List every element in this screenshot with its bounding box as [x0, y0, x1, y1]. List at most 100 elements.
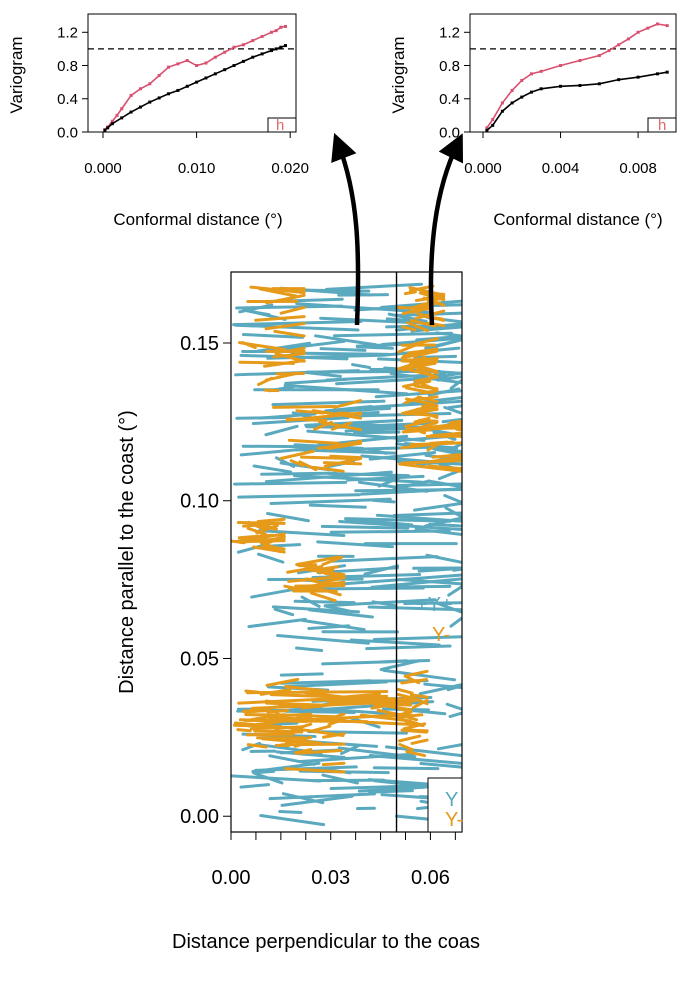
track-yplus-segment-28	[282, 339, 346, 351]
variogram-left-series-1-point-12	[204, 76, 208, 80]
variogram-right-series-1-point-5	[529, 90, 533, 94]
track-yminus-segment-70	[312, 465, 345, 473]
track-yminus-segment-82	[322, 461, 363, 466]
track-yminus-segment-237	[403, 674, 421, 685]
track-yminus-segment-87	[316, 441, 363, 450]
variogram-left-series-0-point-9	[167, 65, 171, 69]
variogram-left-series-1-point-18	[260, 52, 264, 56]
variogram-left-series-0-point-15	[223, 50, 227, 54]
track-yminus-segment-218	[409, 355, 426, 365]
variogram-right-series-0-point-1	[491, 118, 495, 122]
track-yplus-segment-35	[384, 745, 462, 758]
track-yminus-segment-247	[245, 690, 389, 695]
variogram-left-series-0-point-11	[185, 59, 189, 63]
variogram-right-series-0-point-10	[607, 49, 611, 53]
track-yplus-segment-256	[371, 498, 396, 504]
variogram-right-series-1-point-8	[578, 83, 582, 87]
variogram-right-series-0-point-4	[520, 78, 524, 82]
track-yplus-segment-82	[233, 480, 348, 486]
track-yminus-segment-52	[245, 732, 295, 737]
track-yplus-segment-79	[259, 814, 326, 827]
track-yminus-segment-108	[264, 534, 286, 546]
track-yminus-segment-23	[280, 742, 346, 747]
track-yplus-segment-225	[306, 429, 426, 442]
variogram-right-series-1-line	[486, 71, 668, 131]
track-yplus-segment-233	[237, 493, 361, 499]
track-yplus-segment-196	[379, 659, 421, 672]
track-yplus-segment-130	[372, 766, 440, 771]
track-yplus-segment-98	[239, 783, 271, 789]
track-yminus-segment-63	[232, 723, 271, 728]
track-yplus-segment-185	[329, 555, 439, 563]
track-yplus-segment-219	[252, 769, 276, 775]
track-yminus-segment-220	[409, 693, 429, 699]
variogram-left-series-0-point-2	[110, 119, 114, 123]
track-yminus-segment-208	[407, 347, 439, 355]
track-yplus-segment-235	[447, 584, 462, 597]
variogram-right-series-0-point-0	[485, 126, 489, 130]
track-yminus-segment-145	[416, 395, 439, 404]
variogram-left-series-0-point-10	[176, 62, 180, 66]
variogram-left-series-1-point-8	[167, 92, 171, 96]
variogram-right-series-0-point-7	[559, 64, 563, 68]
variogram-right-panel: h Variogram Conformal distance (°)	[389, 13, 677, 229]
track-yminus-segment-64	[260, 737, 313, 745]
track-yplus-segment-180	[320, 524, 410, 530]
track-yplus-segment-62	[300, 595, 321, 608]
track-yminus-segment-18	[258, 287, 298, 298]
track-map-ytick-label-0: 0.00	[180, 806, 219, 828]
track-yminus-segment-144	[413, 416, 431, 424]
track-map-xtick-label-0: 0.00	[212, 867, 251, 889]
track-yminus-segment-146	[403, 395, 422, 405]
variogram-left-series-0-point-6	[138, 87, 142, 91]
variogram-right-ytick-label-0: 0.0	[439, 124, 460, 141]
variogram-left-series-0-point-14	[213, 55, 217, 59]
track-yplus-segment-171	[414, 527, 462, 537]
track-yminus-segment-85	[298, 460, 318, 472]
track-yminus-segment-118	[301, 564, 315, 572]
variogram-left-series-1-point-7	[157, 96, 161, 100]
track-yminus-segment-186	[406, 321, 429, 333]
variogram-right-series-1-point-1	[491, 123, 495, 127]
track-yminus-segment-170	[422, 455, 462, 464]
track-yminus-segment-228	[411, 695, 429, 706]
track-yminus-segment-30	[321, 732, 346, 739]
variogram-right-legend-box	[647, 117, 677, 133]
variogram-left-series-1-point-11	[195, 80, 199, 84]
track-yplus-segment-146	[441, 417, 462, 424]
variogram-right-xlabel: Conformal distance (°)	[493, 210, 662, 229]
variogram-right-series-1-point-2	[500, 109, 504, 113]
variogram-right-ytick-label-2: 0.8	[439, 58, 460, 75]
track-yplus-segment-139	[271, 399, 386, 407]
variogram-left-frame	[87, 13, 297, 133]
variogram-left-legend-box	[267, 117, 297, 133]
variogram-right-ytick-label-1: 0.4	[439, 91, 460, 108]
variogram-right-ylabel: Variogram	[389, 36, 408, 113]
variogram-right-plot	[470, 22, 676, 132]
track-map-xlabel: Distance perpendicular to the coas	[172, 931, 480, 953]
track-yminus-segment-255	[244, 689, 261, 694]
track-yplus-segment-209	[374, 389, 462, 399]
track-yplus-segment-255	[280, 794, 354, 807]
track-map-plot	[231, 282, 462, 827]
track-yminus-segment-173	[447, 466, 462, 470]
track-yminus-segment-80	[313, 420, 333, 431]
track-yplus-segment-193	[323, 598, 437, 608]
track-map-annotation-yminus: Y-	[432, 624, 450, 646]
variogram-right-series-0-point-9	[597, 54, 601, 58]
track-yminus-segment-56	[250, 713, 286, 722]
track-map-frame	[230, 271, 463, 833]
variogram-left-xlabel: Conformal distance (°)	[113, 210, 282, 229]
variogram-left-series-0-point-13	[204, 61, 208, 65]
track-yminus-segment-219	[409, 356, 439, 366]
track-yplus-segment-19	[308, 503, 367, 509]
track-yminus-segment-259	[359, 713, 412, 723]
variogram-right-series-1-point-3	[510, 101, 514, 105]
track-yminus-segment-130	[305, 577, 333, 588]
track-yplus-segment-126	[265, 512, 310, 523]
track-yminus-segment-129	[315, 586, 342, 597]
track-yplus-segment-104	[257, 552, 285, 564]
variogram-left-series-0-point-19	[260, 34, 264, 38]
variogram-left-series-1-point-17	[251, 55, 255, 59]
